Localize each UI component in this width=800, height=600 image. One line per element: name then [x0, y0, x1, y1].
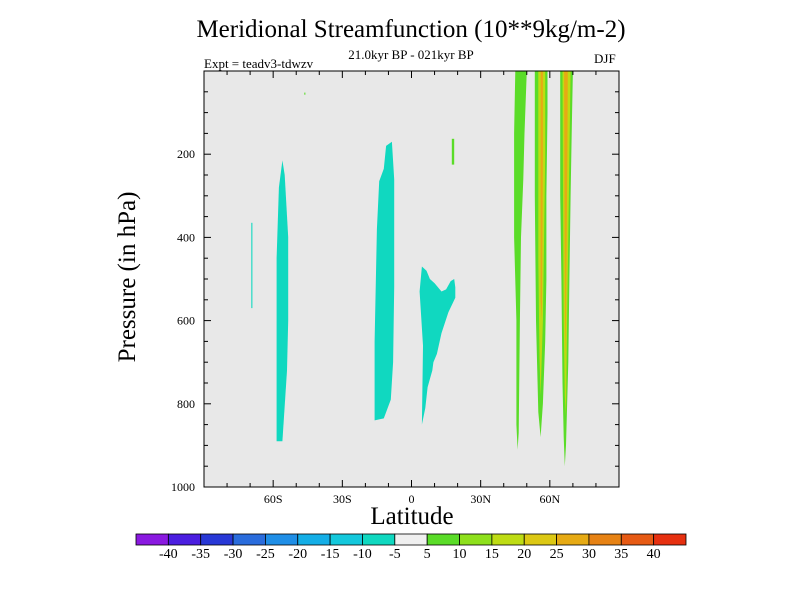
colorbar-label: -25: [256, 547, 275, 562]
colorbar-swatch: [232, 533, 266, 546]
plot-background: [204, 71, 619, 487]
colorbar-label: -40: [159, 547, 178, 562]
colorbar-label: 25: [550, 547, 564, 562]
colorbar-label: -10: [353, 547, 372, 562]
colorbar-label: -5: [389, 547, 401, 562]
colorbar-swatch: [265, 533, 299, 546]
colorbar-swatch: [167, 533, 202, 546]
region-nh-band-2-peak: [540, 71, 543, 321]
axis-ticks: 60S 30S 0 30N 60N 200 400 600 800 1000: [171, 70, 620, 506]
colorbar-swatch: [394, 533, 428, 546]
colorbar-swatch: [426, 533, 460, 546]
x-tick-label: 0: [409, 492, 415, 506]
y-tick-label: 600: [177, 314, 195, 328]
y-tick-label: 800: [177, 397, 195, 411]
region-sh-speck: [304, 92, 306, 95]
colorbar-label: 40: [647, 547, 661, 562]
y-tick-label: 400: [177, 230, 195, 244]
colorbar-label: 15: [485, 547, 499, 562]
colorbar-label: 10: [453, 547, 467, 562]
colorbar-swatch: [200, 533, 234, 546]
colorbar-swatch: [491, 533, 525, 546]
x-axis-label: Latitude: [370, 503, 454, 530]
chart-title: Meridional Streamfunction (10**9kg/m-2): [196, 16, 626, 43]
colorbar-label: 35: [614, 547, 628, 562]
colorbar-label: 30: [582, 547, 596, 562]
region-nh-band-3-peak: [564, 71, 568, 363]
region-sh-midlat-cell: [276, 160, 289, 442]
colorbar-swatch: [588, 533, 622, 546]
colorbar-label: -30: [224, 547, 243, 562]
colorbar-swatch: [329, 533, 363, 546]
chart-subtitle: 21.0kyr BP - 021kyr BP: [348, 47, 474, 62]
colorbar-label: 20: [517, 547, 531, 562]
colorbar-label: -15: [321, 547, 340, 562]
colorbar-swatch: [362, 533, 396, 546]
region-nh-subtropical-sliver: [451, 138, 455, 165]
x-tick-label: 30S: [333, 492, 352, 506]
x-tick-label: 60N: [539, 492, 560, 506]
colorbar: -40 -35 -30 -25 -20 -15 -10 -5 5 10 15 20 25 30 35 40: [135, 533, 687, 562]
colorbar-label: -20: [288, 547, 307, 562]
experiment-label: Expt = teadv3-tdwzv: [204, 56, 314, 71]
colorbar-label: 5: [424, 547, 431, 562]
colorbar-swatch: [135, 533, 169, 546]
season-label: DJF: [594, 51, 616, 66]
colorbar-swatch: [297, 533, 331, 546]
y-tick-label: 200: [177, 147, 195, 161]
colorbar-swatch: [523, 533, 557, 546]
plot-frame: [203, 70, 620, 488]
contour-regions: [251, 71, 573, 467]
colorbar-swatch: [653, 533, 687, 546]
x-tick-label: 30N: [470, 492, 491, 506]
region-sh-high-lat-sliver: [251, 222, 253, 309]
region-nh-band-1: [514, 71, 527, 450]
colorbar-swatch: [556, 533, 590, 546]
colorbar-swatch: [459, 533, 493, 546]
y-tick-label: 1000: [171, 480, 195, 494]
region-tropical-cell-north: [419, 266, 456, 425]
x-tick-label: 60S: [264, 492, 283, 506]
region-tropical-cell-south: [374, 141, 395, 421]
colorbar-label: -35: [191, 547, 210, 562]
colorbar-swatch: [620, 533, 655, 546]
